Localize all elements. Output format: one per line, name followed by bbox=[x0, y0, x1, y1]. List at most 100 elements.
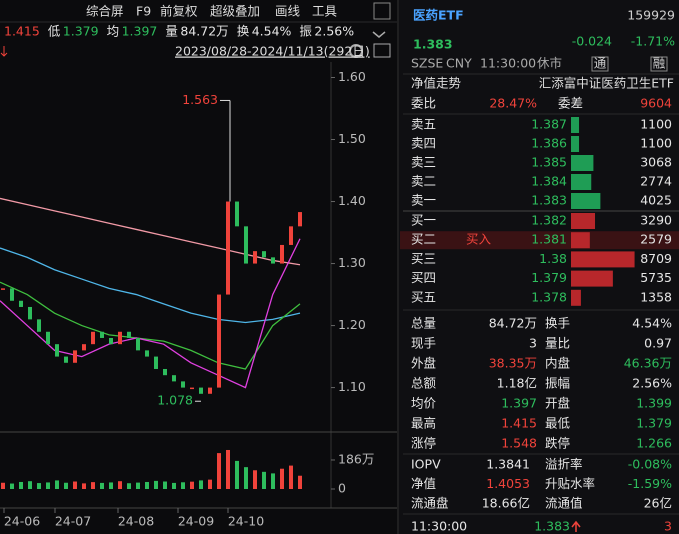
stat-value: 1.415 bbox=[501, 416, 537, 431]
volume-bar bbox=[208, 479, 212, 489]
status: CNY bbox=[446, 56, 472, 71]
price-bar bbox=[28, 306, 32, 320]
volume-bar bbox=[298, 475, 302, 489]
y-tick-label: 1.30 bbox=[338, 255, 366, 270]
summary-value: 84.72万 bbox=[180, 24, 228, 39]
toolbar-item[interactable]: 工具 bbox=[312, 4, 338, 19]
summary-value: 1.379 bbox=[63, 24, 99, 39]
tick-time: 11:30:00 bbox=[411, 519, 467, 534]
stat-label: 内盘 bbox=[545, 356, 570, 371]
volume-bar bbox=[571, 289, 581, 306]
volume-bar bbox=[55, 480, 59, 489]
stat-value: -1.59% bbox=[628, 476, 672, 491]
y-tick-label: 1.10 bbox=[338, 379, 366, 394]
volume-bar bbox=[46, 482, 50, 489]
book-volume: 3068 bbox=[640, 155, 672, 170]
diff-value: 9604 bbox=[640, 96, 672, 111]
price-bar bbox=[172, 375, 176, 382]
badge-box bbox=[650, 56, 668, 72]
volume-bar bbox=[244, 467, 248, 489]
volume-bar bbox=[571, 136, 580, 152]
volume-bar bbox=[163, 481, 167, 489]
summary-value: 2.56% bbox=[314, 24, 354, 39]
book-label: 卖五 bbox=[411, 117, 436, 132]
stat-value: 3 bbox=[529, 336, 537, 351]
x-tick-label: 24-09 bbox=[178, 514, 214, 529]
price-bar bbox=[208, 387, 212, 394]
volume-bar bbox=[571, 155, 594, 171]
book-price: 1.385 bbox=[531, 155, 567, 170]
date-range: 2023/08/28-2024/11/13(292日) bbox=[175, 44, 370, 59]
stat-label: 均价 bbox=[411, 396, 437, 411]
x-tick-label: 24-08 bbox=[118, 514, 154, 529]
badge: 通 bbox=[594, 56, 607, 71]
wp-icon[interactable] bbox=[373, 43, 391, 58]
stat-label: 开盘 bbox=[545, 396, 570, 411]
summary-value: 1.397 bbox=[122, 24, 158, 39]
y-tick-label: 186万 bbox=[338, 451, 374, 466]
x-tick-label: 24-07 bbox=[55, 514, 91, 529]
toolbar-icon[interactable] bbox=[373, 2, 391, 20]
volume-bar bbox=[199, 480, 203, 489]
badge-box bbox=[591, 56, 609, 72]
price-bar bbox=[91, 331, 95, 345]
stat-label: 升贴水率 bbox=[545, 476, 595, 491]
stat-value: 4.54% bbox=[632, 316, 672, 331]
volume-bar bbox=[571, 193, 601, 209]
toolbar-item[interactable]: 综合屏 bbox=[86, 4, 124, 19]
volume-bar bbox=[91, 482, 95, 489]
volume-bar bbox=[280, 468, 284, 489]
price-bar bbox=[145, 350, 149, 357]
moving-average bbox=[0, 281, 301, 370]
security-name: 医药ETF bbox=[413, 8, 464, 23]
volume-bar bbox=[73, 481, 77, 489]
collapse-icon[interactable] bbox=[372, 31, 386, 38]
price-bar bbox=[55, 344, 59, 357]
volume-bar bbox=[172, 482, 176, 489]
moving-average bbox=[0, 238, 301, 389]
volume-bar bbox=[571, 270, 613, 287]
book-price: 1.378 bbox=[531, 289, 567, 304]
x-tick-label: 24-10 bbox=[228, 514, 264, 529]
stat-value: 1.18亿 bbox=[497, 376, 537, 391]
volume-bar bbox=[109, 482, 113, 489]
toolbar-item[interactable]: 画线 bbox=[275, 4, 301, 19]
price-bar bbox=[289, 226, 293, 245]
price-bar bbox=[253, 251, 257, 264]
price-bar bbox=[136, 337, 140, 351]
volume-bar bbox=[262, 471, 266, 489]
status: 11:30:00 bbox=[480, 56, 536, 71]
nav-title[interactable]: 净值走势 bbox=[411, 76, 462, 91]
settings-icon[interactable] bbox=[349, 44, 363, 58]
badge: 融 bbox=[653, 56, 666, 71]
volume-bar bbox=[64, 482, 68, 489]
price-bar bbox=[73, 350, 77, 363]
book-label: 买五 bbox=[411, 289, 436, 304]
toolbar-item[interactable]: 前复权 bbox=[160, 4, 198, 19]
stat-value: 1.379 bbox=[636, 416, 672, 431]
book-price: 1.382 bbox=[531, 213, 567, 228]
price-bar bbox=[127, 331, 131, 338]
stat-label: 溢折率 bbox=[545, 457, 583, 472]
change: -0.024 bbox=[572, 34, 612, 49]
stat-label: IOPV bbox=[411, 457, 441, 472]
toolbar-item[interactable]: 超级叠加 bbox=[210, 4, 260, 19]
volume-bar bbox=[136, 482, 140, 489]
order-action[interactable]: 买入 bbox=[466, 232, 492, 247]
volume-bar bbox=[37, 483, 41, 489]
volume-bar bbox=[190, 481, 194, 489]
price-bar bbox=[262, 251, 266, 258]
volume-bar bbox=[571, 174, 592, 190]
stat-value: 46.36万 bbox=[624, 356, 672, 371]
book-label: 卖二 bbox=[411, 174, 436, 189]
max-label: 1.563 bbox=[182, 92, 218, 107]
price-bar bbox=[64, 356, 68, 363]
stat-value: 1.266 bbox=[636, 436, 672, 451]
y-tick-label: 1.50 bbox=[338, 131, 366, 146]
toolbar-item[interactable]: F9 bbox=[136, 4, 151, 19]
stat-value: -0.08% bbox=[628, 457, 672, 472]
price-bar bbox=[217, 294, 221, 388]
volume-bar bbox=[82, 483, 86, 489]
stat-label: 净值 bbox=[411, 476, 436, 491]
